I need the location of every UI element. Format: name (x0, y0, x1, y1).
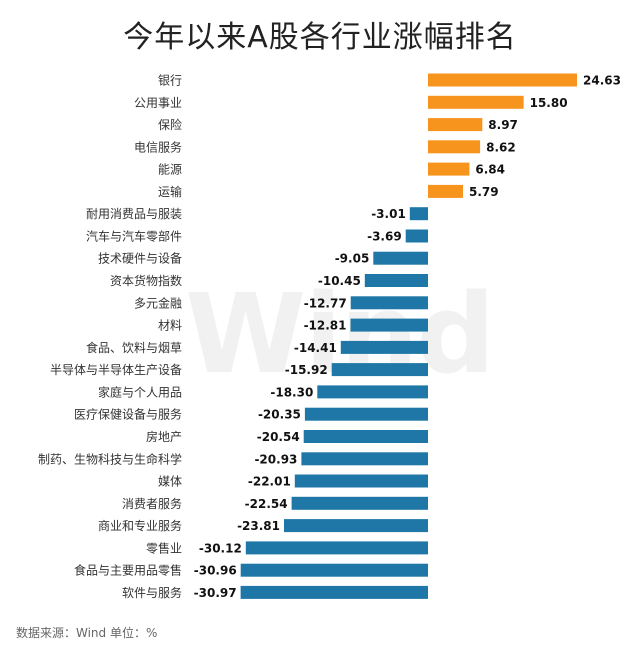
value-label: 8.62 (486, 140, 516, 154)
wind-watermark: Wind (185, 270, 495, 398)
bar-14 (317, 385, 428, 399)
bar-17 (301, 452, 428, 466)
value-label: -12.81 (304, 319, 347, 333)
category-label: 半导体与半导体生产设备 (50, 363, 182, 377)
value-label: 8.97 (488, 118, 518, 132)
category-label: 银行 (158, 74, 182, 88)
category-label: 零售业 (146, 540, 182, 555)
bar-16 (303, 430, 428, 443)
category-label: 汽车与汽车零部件 (86, 229, 182, 244)
bar-8 (373, 251, 428, 265)
category-label: 多元金融 (134, 295, 182, 310)
bar-chart: 银行 24.63 公用事业 15.80 保险 8.97 电信服务 8.62 能源 6.84 运输 5.… (38, 73, 621, 600)
value-label: 5.79 (469, 185, 499, 199)
bar-0 (428, 73, 577, 87)
value-label: 6.84 (475, 163, 505, 177)
value-label: -20.54 (257, 430, 300, 444)
value-label: -12.77 (304, 296, 347, 310)
category-label: 媒体 (158, 475, 182, 489)
value-label: -30.12 (199, 541, 242, 555)
category-label: 公用事业 (134, 96, 182, 110)
category-label: 运输 (158, 184, 182, 199)
bar-7 (405, 229, 428, 243)
bar-22 (240, 563, 428, 577)
category-label: 材料 (158, 319, 182, 333)
category-label: 软件与服务 (122, 585, 182, 600)
bar-4 (428, 162, 470, 176)
value-label: 15.80 (530, 96, 568, 110)
category-label: 能源 (158, 163, 182, 177)
bar-2 (428, 118, 483, 132)
category-label: 电信服务 (134, 139, 182, 154)
bar-1 (428, 95, 524, 109)
category-label: 资本货物指数 (110, 273, 182, 288)
bar-20 (284, 519, 428, 533)
category-label: 保险 (158, 117, 182, 132)
category-label: 家庭与个人用品 (98, 384, 182, 399)
bar-11 (350, 318, 428, 332)
bar-10 (350, 296, 428, 310)
bar-6 (409, 207, 428, 221)
bar-5 (428, 184, 463, 198)
value-label: -20.35 (258, 408, 301, 422)
category-label: 技术硬件与设备 (98, 252, 182, 266)
category-label: 食品与主要用品零售 (74, 563, 182, 578)
value-label: -22.54 (245, 497, 288, 511)
value-label: -14.41 (294, 341, 337, 355)
category-label: 医疗保健设备与服务 (74, 407, 182, 422)
category-label: 商业和专业服务 (98, 518, 182, 533)
bar-12 (340, 340, 428, 354)
value-label: -30.96 (194, 564, 237, 578)
bar-19 (291, 496, 428, 510)
bar-23 (240, 585, 428, 599)
bar-15 (304, 407, 428, 421)
bar-13 (331, 363, 428, 377)
category-label: 食品、饮料与烟草 (86, 340, 182, 355)
value-label: -10.45 (318, 274, 361, 288)
value-label: 24.63 (583, 74, 621, 88)
value-label: -9.05 (335, 252, 370, 266)
value-label: -3.01 (371, 207, 406, 221)
category-label: 房地产 (146, 429, 182, 444)
category-label: 耐用消费品与服装 (86, 207, 182, 221)
value-label: -23.81 (237, 519, 280, 533)
chart-title: 今年以来A股各行业涨幅排名 (123, 20, 517, 55)
category-label: 消费者服务 (122, 496, 182, 511)
value-label: -30.97 (194, 586, 237, 600)
bar-18 (294, 474, 428, 488)
value-label: -18.30 (270, 385, 313, 399)
value-label: -20.93 (254, 452, 297, 466)
value-label: -22.01 (248, 475, 291, 489)
category-label: 制药、生物科技与生命科学 (38, 451, 182, 466)
bar-21 (245, 541, 428, 555)
source-note: 数据来源：Wind 单位：% (16, 626, 158, 640)
bar-9 (364, 274, 428, 287)
bar-3 (428, 140, 481, 154)
value-label: -3.69 (367, 230, 402, 244)
value-label: -15.92 (285, 363, 328, 377)
